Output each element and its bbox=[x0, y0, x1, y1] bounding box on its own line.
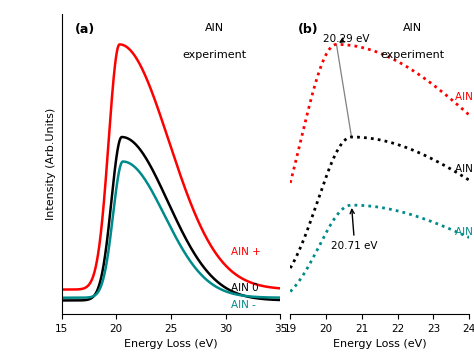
Text: AlN: AlN bbox=[402, 23, 421, 34]
Text: (b): (b) bbox=[298, 23, 318, 36]
Text: AlN +: AlN + bbox=[455, 92, 474, 102]
Text: AlN +: AlN + bbox=[231, 247, 261, 257]
Text: (a): (a) bbox=[75, 23, 95, 36]
Text: AlN -: AlN - bbox=[231, 300, 256, 309]
Text: AlN: AlN bbox=[205, 23, 224, 34]
Text: AlN 0: AlN 0 bbox=[455, 164, 474, 174]
Y-axis label: Intensity (Arb.Units): Intensity (Arb.Units) bbox=[46, 108, 56, 220]
Text: AlN -: AlN - bbox=[455, 227, 474, 237]
X-axis label: Energy Loss (eV): Energy Loss (eV) bbox=[124, 339, 218, 349]
Text: AlN 0: AlN 0 bbox=[231, 283, 259, 293]
Text: 20.29 eV: 20.29 eV bbox=[322, 34, 369, 44]
Text: experiment: experiment bbox=[182, 51, 247, 60]
X-axis label: Energy Loss (eV): Energy Loss (eV) bbox=[333, 339, 427, 349]
Text: 20.71 eV: 20.71 eV bbox=[331, 209, 378, 251]
Text: experiment: experiment bbox=[380, 51, 444, 60]
